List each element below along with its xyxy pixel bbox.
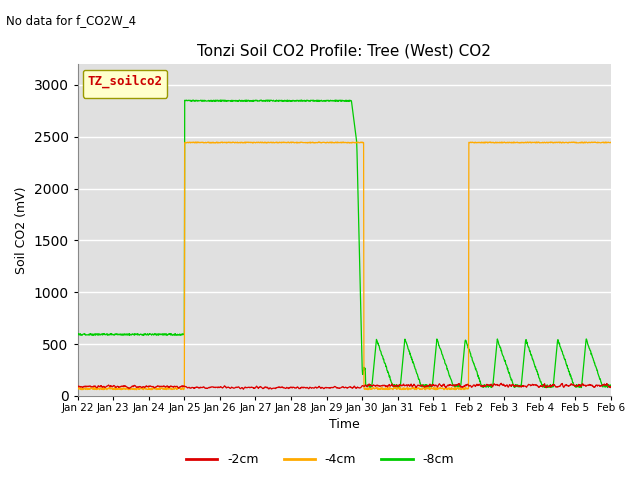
Title: Tonzi Soil CO2 Profile: Tree (West) CO2: Tonzi Soil CO2 Profile: Tree (West) CO2: [197, 44, 492, 59]
Text: No data for f_CO2W_4: No data for f_CO2W_4: [6, 14, 136, 27]
Y-axis label: Soil CO2 (mV): Soil CO2 (mV): [15, 186, 28, 274]
Legend: -2cm, -4cm, -8cm: -2cm, -4cm, -8cm: [181, 448, 459, 471]
X-axis label: Time: Time: [329, 419, 360, 432]
Legend: : [83, 70, 167, 97]
